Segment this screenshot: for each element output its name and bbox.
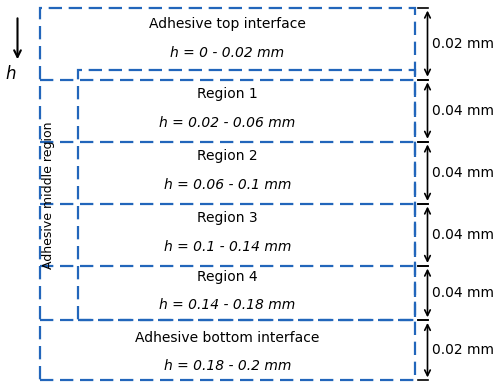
- Text: Region 1: Region 1: [197, 87, 258, 101]
- Text: $h$: $h$: [6, 65, 16, 83]
- Text: Adhesive bottom interface: Adhesive bottom interface: [136, 331, 320, 345]
- Bar: [78, 70, 415, 320]
- Text: Region 4: Region 4: [197, 270, 258, 284]
- Text: 0.02 mm: 0.02 mm: [432, 343, 494, 357]
- Text: 0.04 mm: 0.04 mm: [432, 228, 494, 242]
- Text: Region 2: Region 2: [197, 149, 258, 163]
- Text: h = 0.06 - 0.1 mm: h = 0.06 - 0.1 mm: [164, 178, 291, 192]
- Bar: [40, 8, 415, 380]
- Text: h = 0.02 - 0.06 mm: h = 0.02 - 0.06 mm: [160, 116, 296, 130]
- Text: h = 0 - 0.02 mm: h = 0 - 0.02 mm: [170, 46, 284, 60]
- Text: Region 3: Region 3: [197, 211, 258, 225]
- Text: Adhesive middle region: Adhesive middle region: [42, 121, 56, 268]
- Text: 0.02 mm: 0.02 mm: [432, 36, 494, 51]
- Text: 0.04 mm: 0.04 mm: [432, 104, 494, 118]
- Text: Adhesive top interface: Adhesive top interface: [149, 17, 306, 31]
- Text: h = 0.1 - 0.14 mm: h = 0.1 - 0.14 mm: [164, 240, 291, 254]
- Text: h = 0.18 - 0.2 mm: h = 0.18 - 0.2 mm: [164, 359, 291, 373]
- Text: h = 0.14 - 0.18 mm: h = 0.14 - 0.18 mm: [160, 298, 296, 312]
- Text: 0.04 mm: 0.04 mm: [432, 166, 494, 180]
- Text: 0.04 mm: 0.04 mm: [432, 286, 494, 300]
